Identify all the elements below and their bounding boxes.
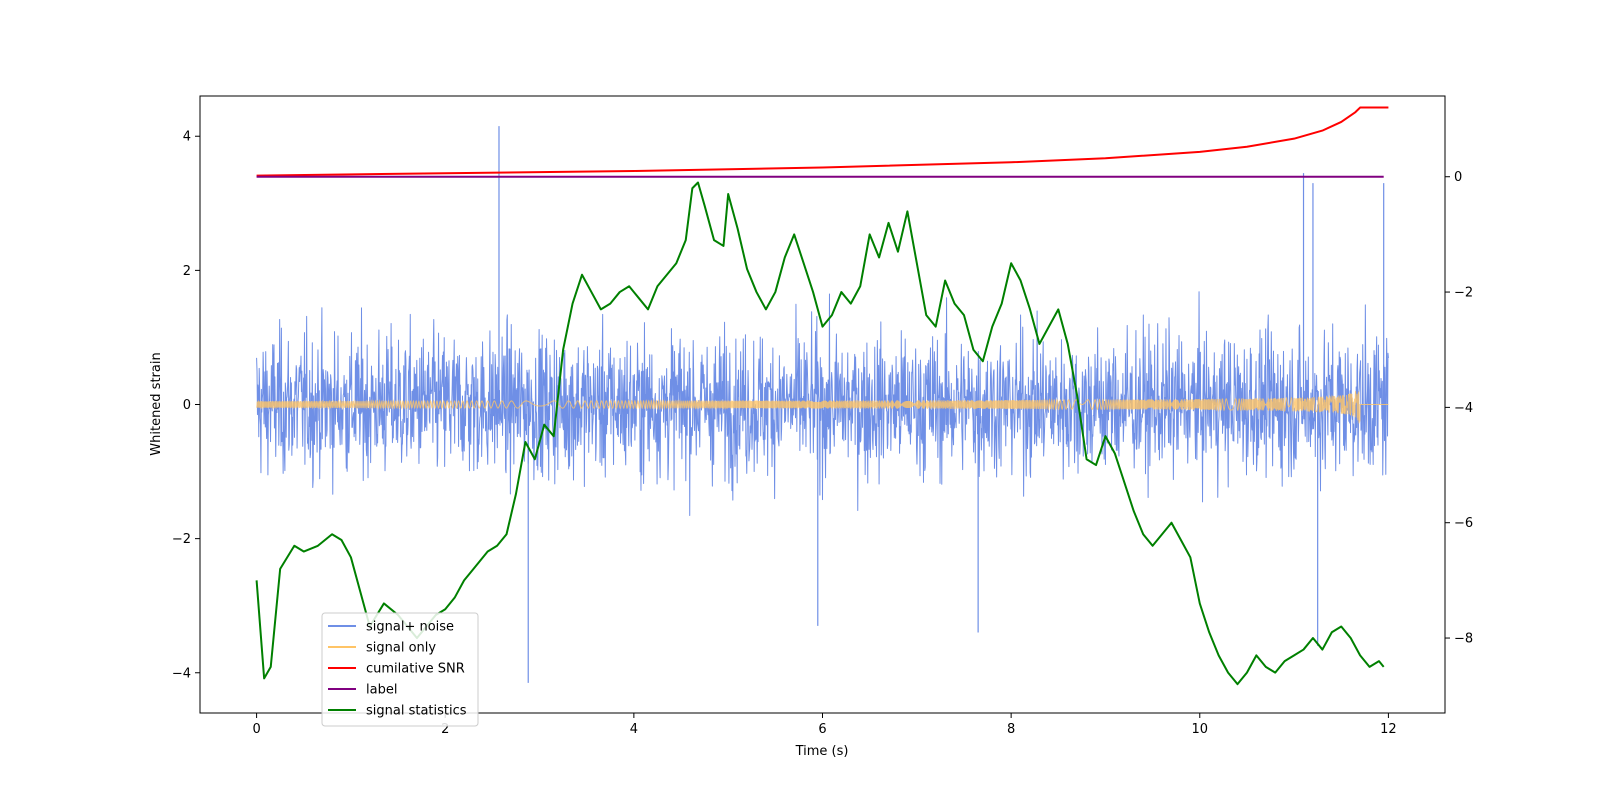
legend-label: signal only [366, 641, 436, 656]
legend-entry: signal only [328, 641, 436, 656]
x-tick-label: 4 [630, 722, 638, 737]
y-right-tick-label: 0 [1454, 170, 1462, 185]
series-signal-only [256, 390, 1389, 424]
y-right-tick-label: −8 [1454, 632, 1473, 647]
y-axis-label: Whitened strain [149, 352, 164, 455]
y-left-tick-label: 4 [183, 130, 191, 145]
legend-entry: cumilative SNR [328, 662, 465, 677]
y-left-tick-label: 0 [183, 398, 191, 413]
y-axis-right: 0 −2 −4 −6 −8 [1445, 170, 1473, 647]
legend-label: signal statistics [366, 704, 467, 719]
plot-area [255, 106, 1389, 686]
x-tick-label: 6 [818, 722, 826, 737]
series-cumilative-snr [256, 106, 1389, 177]
legend-box [321, 612, 479, 727]
y-left-tick-label: 2 [183, 264, 191, 279]
legend-entry: signal+ noise [328, 620, 454, 635]
legend: signal+ noise signal only cumilative SNR la… [321, 612, 479, 727]
x-tick-label: 2 [441, 722, 449, 737]
y-right-tick-label: −2 [1454, 286, 1473, 301]
legend-label: cumilative SNR [366, 662, 465, 677]
x-tick-label: 12 [1380, 722, 1397, 737]
y-left-tick-label: −4 [172, 666, 191, 681]
y-axis-left: 4 2 0 −2 −4 [172, 130, 200, 681]
x-axis: 0 2 4 6 8 10 12 [252, 713, 1397, 737]
y-right-tick-label: −4 [1454, 401, 1473, 416]
x-tick-label: 8 [1007, 722, 1015, 737]
series-signal-statistics [255, 181, 1385, 686]
x-axis-label: Time (s) [795, 744, 849, 759]
x-tick-label: 0 [252, 722, 260, 737]
legend-label: label [366, 683, 397, 698]
legend-entry: signal statistics [328, 704, 467, 719]
y-right-tick-label: −6 [1454, 516, 1473, 531]
legend-label: signal+ noise [366, 620, 454, 635]
legend-entry: label [328, 683, 397, 698]
x-tick-label: 10 [1191, 722, 1208, 737]
y-left-tick-label: −2 [172, 532, 191, 547]
